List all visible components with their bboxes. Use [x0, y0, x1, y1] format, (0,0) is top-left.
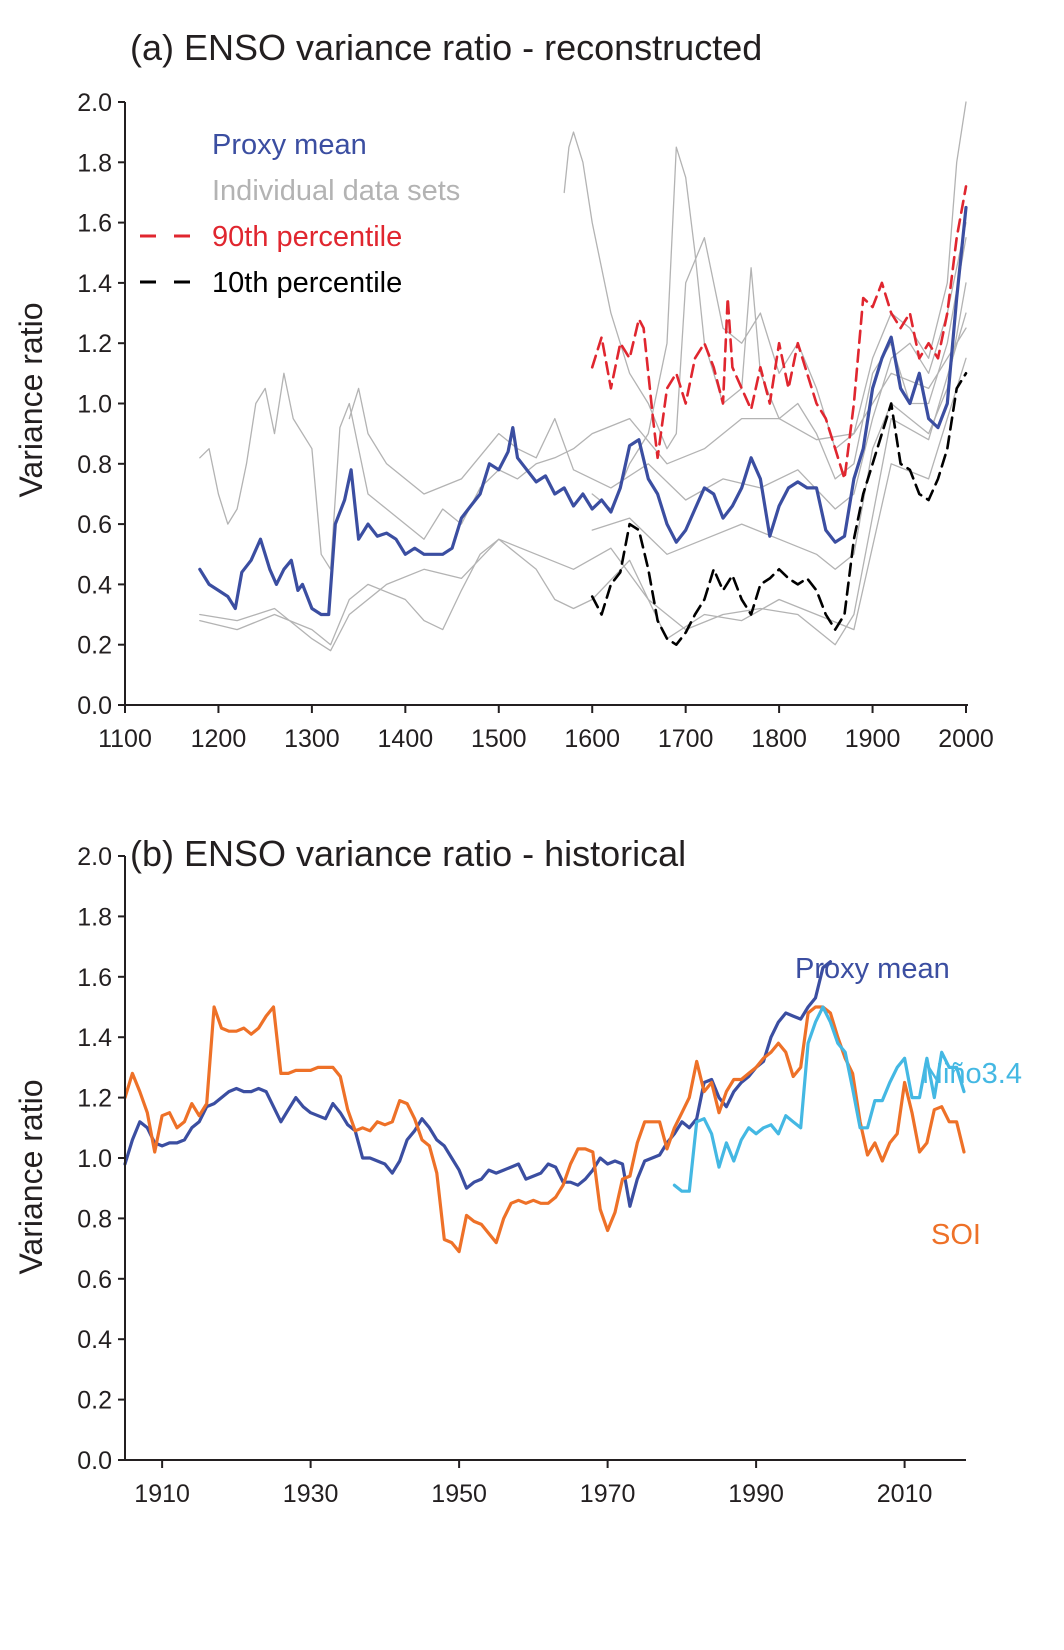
- panel-a-series-10th-percentile: [590, 372, 968, 646]
- panel-b-x-tick-label: 2010: [877, 1480, 933, 1508]
- legend-label-3: 10th percentile: [212, 267, 402, 299]
- panel-b-title: (b) ENSO variance ratio - historical: [130, 833, 686, 874]
- panel-b-chart: (b) ENSO variance ratio - historical Var…: [13, 833, 1022, 1508]
- panel-a-y-tick-label: 1.2: [77, 330, 112, 358]
- panel-b-y-tick-label: 0.2: [77, 1387, 112, 1415]
- panel-b-y-tick-label: 0.8: [77, 1205, 112, 1233]
- panel-a-chart: (a) ENSO variance ratio - reconstructed …: [13, 27, 994, 753]
- annotation-soi: SOI: [931, 1219, 981, 1251]
- panel-a-series-individual-data-set-6: [348, 221, 967, 510]
- panel-a-series-individual-data-set-3: [199, 327, 967, 570]
- panel-a-series-individual-data-set-5: [199, 312, 967, 652]
- panel-a-y-tick-label: 1.4: [77, 270, 112, 298]
- panel-a-x-tick-label: 1300: [284, 725, 340, 753]
- annotation-proxy-mean: Proxy mean: [795, 953, 950, 985]
- panel-a-y-tick-label: 0.4: [77, 571, 112, 599]
- panel-a-y-tick-label: 1.8: [77, 149, 112, 177]
- panel-b-y-tick-label: 0.0: [77, 1447, 112, 1475]
- panel-b-series-proxy-mean: [123, 960, 832, 1208]
- panel-b-y-tick-label: 0.4: [77, 1326, 112, 1354]
- panel-a-y-tick-label: 0.0: [77, 692, 112, 720]
- panel-a-y-tick-label: 0.6: [77, 511, 112, 539]
- panel-b-y-tick-label: 2.0: [77, 843, 112, 871]
- panel-b-x-tick-label: 1990: [728, 1480, 784, 1508]
- legend-label-2: 90th percentile: [212, 221, 402, 253]
- panel-a-y-tick-label: 2.0: [77, 89, 112, 117]
- panel-a-y-tick-label: 1.6: [77, 210, 112, 238]
- panel-a-x-tick-label: 1800: [751, 725, 807, 753]
- panel-a-y-tick-label: 0.8: [77, 451, 112, 479]
- panel-a-series-90th-percentile: [590, 185, 968, 481]
- panel-a-x-tick-label: 1200: [191, 725, 247, 753]
- panel-a-series-group: [198, 101, 968, 652]
- panel-b-x-tick-label: 1970: [580, 1480, 636, 1508]
- panel-a-x-tick-label: 1500: [471, 725, 527, 753]
- panel-b-y-tick-label: 1.2: [77, 1085, 112, 1113]
- panel-b-annotations: Proxy mean Niño3.4 SOI: [795, 953, 1022, 1251]
- panel-a-series-proxy-mean: [198, 205, 968, 617]
- panel-a-axes: 0.0 0.2 0.4 0.6 0.8 1.0 1.2 1.4 1.6 1.8 2.0 1100 120…: [77, 89, 994, 753]
- panel-b-y-tick-label: 0.6: [77, 1266, 112, 1294]
- panel-b-x-tick-label: 1950: [431, 1480, 487, 1508]
- panel-a-x-tick-label: 1400: [378, 725, 434, 753]
- panel-a-title: (a) ENSO variance ratio - reconstructed: [130, 27, 762, 68]
- panel-a-y-tick-label: 0.2: [77, 632, 112, 660]
- panel-b-series-ni-o3-4: [672, 1005, 966, 1193]
- panel-b-series-group: [123, 960, 966, 1254]
- panel-b-axes: 0.0 0.2 0.4 0.6 0.8 1.0 1.2 1.4 1.6 1.8 2.0 1910 193…: [77, 843, 966, 1508]
- panel-b-y-tick-label: 1.6: [77, 964, 112, 992]
- panel-a-y-axis-label: Variance ratio: [13, 302, 49, 497]
- panel-a-y-tick-label: 1.0: [77, 391, 112, 419]
- legend-label-1: Individual data sets: [212, 175, 460, 207]
- panel-a-x-tick-label: 1600: [564, 725, 620, 753]
- panel-a-x-tick-label: 1900: [845, 725, 901, 753]
- panel-b-y-tick-label: 1.4: [77, 1024, 112, 1052]
- panel-b-y-axis-label: Variance ratio: [13, 1079, 49, 1274]
- annotation-nino34: Niño3.4: [922, 1058, 1022, 1090]
- panel-b-y-tick-label: 1.8: [77, 903, 112, 931]
- panel-a-x-tick-label: 1700: [658, 725, 714, 753]
- panel-a-series-individual-data-set-4: [199, 357, 967, 646]
- panel-b-x-tick-label: 1910: [134, 1480, 190, 1508]
- legend-label-0: Proxy mean: [212, 129, 367, 161]
- panel-b-x-tick-label: 1930: [283, 1480, 339, 1508]
- panel-b-y-tick-label: 1.0: [77, 1145, 112, 1173]
- panel-a-x-tick-label: 1100: [98, 725, 152, 753]
- panel-a-legend: Proxy mean Individual data sets 90th perce…: [140, 129, 460, 299]
- panel-a-series-individual-data-set-9: [591, 282, 967, 570]
- panel-a-x-tick-label: 2000: [938, 725, 994, 753]
